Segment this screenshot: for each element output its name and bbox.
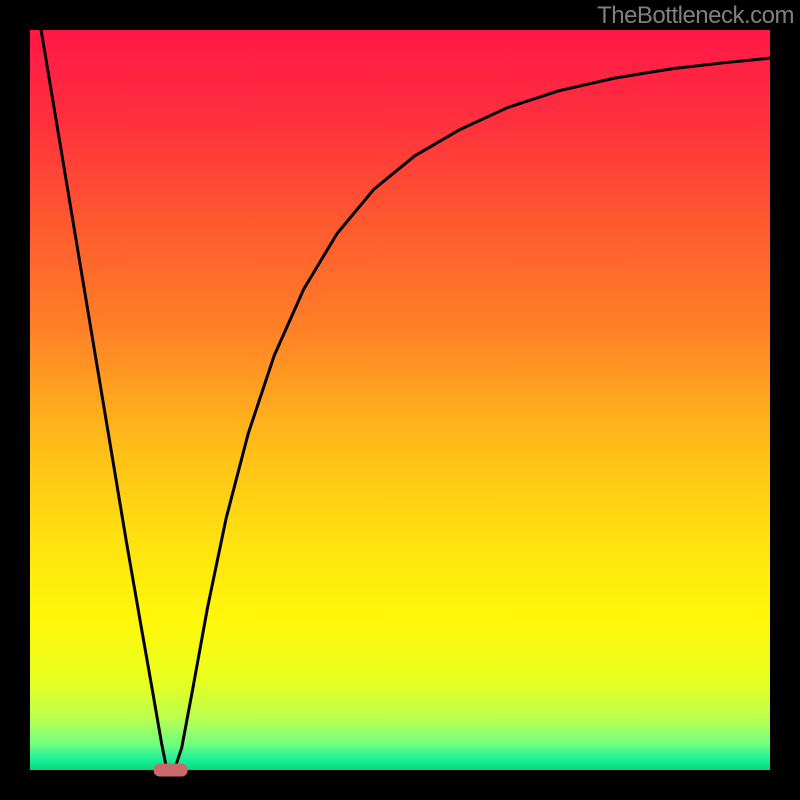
- chart-container: TheBottleneck.com: [0, 0, 800, 800]
- plot-area: [30, 30, 770, 770]
- optimal-marker: [154, 764, 188, 777]
- watermark-text: TheBottleneck.com: [597, 2, 794, 30]
- bottleneck-chart: [0, 0, 800, 800]
